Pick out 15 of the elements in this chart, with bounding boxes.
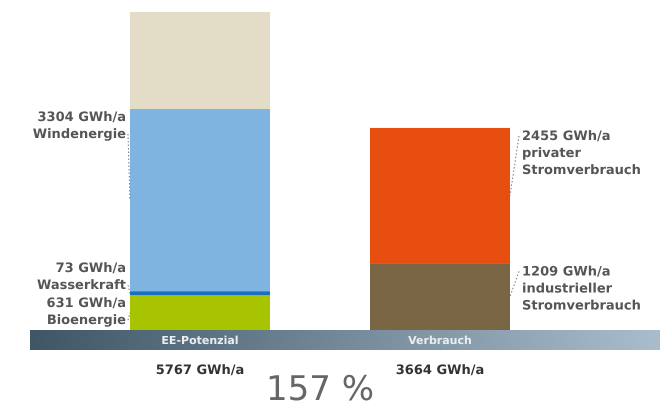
x-tick-label: Verbrauch xyxy=(408,334,472,347)
data-label: 2455 GWh/a xyxy=(522,128,610,144)
data-label: 3304 GWh/a xyxy=(38,110,126,125)
series-label: industrieller Stromverbrauch xyxy=(522,281,641,314)
data-label: 1209 GWh/a xyxy=(522,264,610,280)
data-label: 73 GWh/a xyxy=(56,261,126,276)
series-label: privater Stromverbrauch xyxy=(522,146,641,178)
x-tick-label: EE-Potenzial xyxy=(161,334,239,347)
data-label: 631 GWh/a xyxy=(46,296,126,312)
text: 157 % xyxy=(266,369,374,409)
total-label: 3664 GWh/a xyxy=(396,363,484,378)
series-label: Windenergie xyxy=(32,126,126,142)
series-label: Bioenergie xyxy=(46,313,126,328)
total-label: 5767 GWh/a xyxy=(156,363,244,378)
series-label: Wasserkraft xyxy=(36,278,126,294)
